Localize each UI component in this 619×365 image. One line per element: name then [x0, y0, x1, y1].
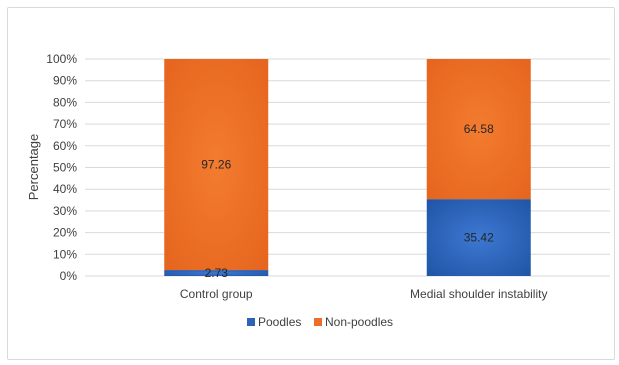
data-label: 35.42	[464, 231, 494, 245]
y-axis-ticks: 0% 10% 20% 30% 40% 50% 60% 70% 80% 90% 100%	[46, 52, 77, 283]
data-label: 2.73	[205, 266, 229, 280]
y-tick-label: 20%	[53, 226, 77, 240]
legend: Poodles Non-poodles	[247, 315, 393, 329]
y-tick-label: 50%	[53, 161, 77, 175]
data-label: 64.58	[464, 122, 494, 136]
legend-label: Non-poodles	[325, 315, 393, 329]
y-tick-label: 10%	[53, 247, 77, 261]
bar-poodles-0	[164, 270, 269, 276]
data-label: 97.26	[201, 158, 231, 172]
legend-swatch	[314, 318, 322, 326]
y-tick-label: 100%	[46, 52, 77, 66]
y-tick-label: 30%	[53, 204, 77, 218]
data-labels: 2.73 97.26 35.42 64.58	[201, 122, 494, 280]
legend-label: Poodles	[258, 315, 301, 329]
bar-non-poodles-0	[164, 59, 269, 271]
y-tick-label: 40%	[53, 182, 77, 196]
y-tick-label: 80%	[53, 95, 77, 109]
x-axis-categories: Control group Medial shoulder instability	[180, 287, 548, 301]
legend-swatch	[247, 318, 255, 326]
y-tick-label: 90%	[53, 74, 77, 88]
y-tick-label: 60%	[53, 139, 77, 153]
y-axis-label: Percentage	[26, 134, 41, 201]
y-tick-label: 70%	[53, 117, 77, 131]
y-tick-label: 0%	[60, 269, 78, 283]
x-category-label: Control group	[180, 287, 253, 301]
bar-poodles-1	[426, 199, 531, 276]
gridlines	[85, 58, 610, 277]
x-category-label: Medial shoulder instability	[410, 287, 547, 301]
bars	[164, 59, 531, 276]
bar-non-poodles-1	[426, 59, 531, 200]
